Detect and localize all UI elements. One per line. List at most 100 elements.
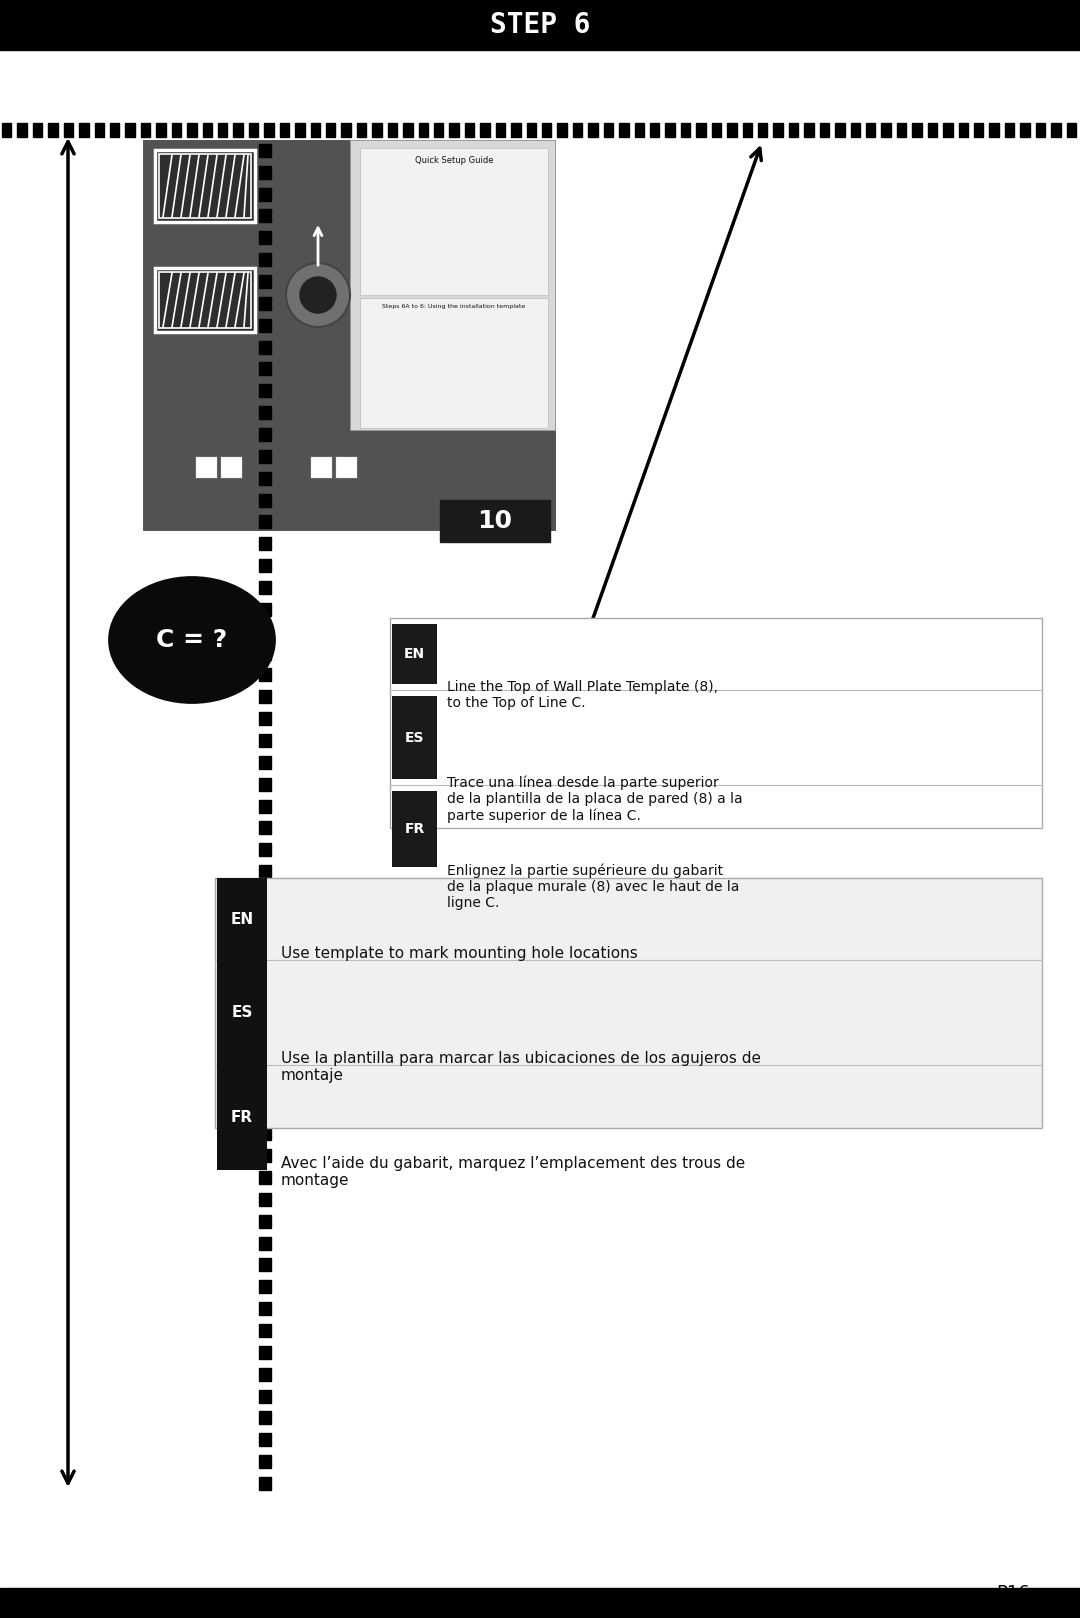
Bar [881,123,891,138]
Bar [959,123,968,138]
Bar [280,123,289,138]
Bar [156,150,255,222]
Bar [557,123,567,138]
Bar [419,123,428,138]
Bar [0,50,1080,60]
Bar [259,1192,271,1205]
Bar [259,275,271,288]
Bar [1067,123,1076,138]
Bar [259,1259,271,1272]
Bar [259,560,271,573]
Bar [2,123,12,138]
Bar [248,123,258,138]
Bar [259,866,271,879]
Bar [259,165,271,178]
Bar [259,1040,271,1053]
Text: Avec l’aide du gabarit, marquez l’emplacement des trous de
montage: Avec l’aide du gabarit, marquez l’emplac… [281,1155,745,1188]
Ellipse shape [109,578,274,702]
Bar [527,123,536,138]
Bar [259,887,271,900]
Bar [259,822,271,835]
Bar [259,406,271,419]
Bar [259,362,271,375]
Bar [259,1171,271,1184]
Text: FR: FR [404,822,424,837]
Bar [388,123,397,138]
Bar [259,909,271,922]
Text: P16: P16 [997,1584,1030,1602]
Circle shape [300,277,336,312]
Bar [32,123,42,138]
Bar [157,123,165,138]
Bar [259,1302,271,1315]
Bar [773,123,783,138]
Bar [217,1065,267,1170]
Bar [259,843,271,856]
Bar [0,0,1080,50]
Bar [259,516,271,529]
Bar [727,123,737,138]
Bar [259,1236,271,1249]
Bar [392,625,437,684]
Bar [356,123,366,138]
Bar [259,1061,271,1074]
Text: ES: ES [231,1005,253,1019]
Bar [215,879,1042,1128]
Bar [259,1105,271,1118]
Bar [156,269,255,332]
Bar [392,696,437,778]
Bar [805,123,813,138]
Bar [217,879,267,959]
Bar [464,123,474,138]
Bar [95,123,104,138]
Bar [195,456,217,477]
Bar [159,154,251,218]
Bar [217,959,267,1065]
Bar [259,997,271,1010]
Bar [259,383,271,398]
Bar [788,123,798,138]
Bar [110,123,120,138]
Bar [665,123,675,138]
Bar [140,123,150,138]
Bar [259,1280,271,1293]
Bar [259,1084,271,1097]
Bar [259,1215,271,1228]
Text: Steps 6A to 6: Using the installation template: Steps 6A to 6: Using the installation te… [382,304,526,309]
Bar [360,147,548,294]
Bar [496,123,505,138]
Bar [373,123,381,138]
Bar [1021,123,1029,138]
Bar [680,123,690,138]
Bar [172,123,181,138]
Bar [326,123,336,138]
Bar [49,123,57,138]
Text: 10: 10 [477,510,513,532]
Circle shape [286,264,350,327]
Bar [434,123,444,138]
Bar [259,1411,271,1424]
Bar [259,1390,271,1403]
Bar [619,123,629,138]
Bar [218,123,228,138]
Text: EN: EN [230,911,254,927]
Text: Quick Setup Guide: Quick Setup Guide [415,155,494,165]
Bar [1004,123,1014,138]
Bar [259,144,271,157]
Bar [259,778,271,791]
Bar [928,123,937,138]
Bar [125,123,135,138]
Bar [259,691,271,704]
Bar [310,456,332,477]
Bar [220,456,242,477]
Bar [392,791,437,867]
Text: C = ?: C = ? [157,628,228,652]
Bar [143,141,555,531]
Bar [403,123,413,138]
Bar [64,123,73,138]
Bar [697,123,705,138]
Bar [758,123,768,138]
Text: ES: ES [405,730,424,744]
Bar [259,472,271,485]
Text: STEP 6: STEP 6 [489,11,591,39]
